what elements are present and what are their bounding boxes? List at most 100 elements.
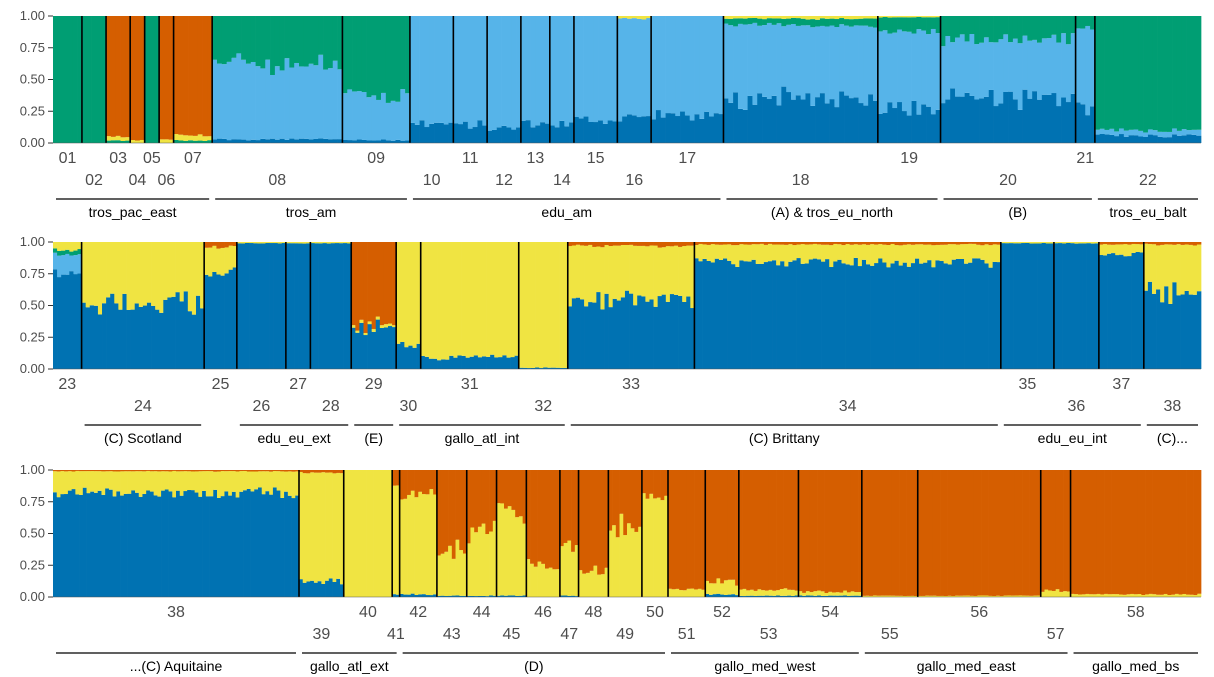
ancestry-bar-segment	[1022, 89, 1028, 143]
ancestry-bar-segment	[106, 297, 111, 369]
ancestry-bar-segment	[481, 356, 487, 369]
ancestry-bar-segment	[679, 470, 684, 591]
ancestry-bar-segment	[507, 506, 512, 596]
ancestry-bar-segment	[837, 259, 842, 369]
y-tick-label: 0.50	[20, 72, 45, 87]
ancestry-bar-segment	[477, 242, 483, 358]
ancestry-bar-segment	[1090, 106, 1096, 143]
ancestry-bar-segment	[622, 16, 628, 19]
ancestry-bar-segment	[198, 496, 203, 597]
ancestry-bar-segment	[634, 470, 639, 532]
ancestry-bar-segment	[1104, 16, 1110, 130]
ancestry-bar-segment	[712, 583, 717, 595]
ancestry-bar-segment	[502, 355, 507, 369]
ancestry-bar-segment	[1147, 242, 1153, 245]
ancestry-bar-segment	[115, 140, 121, 143]
ancestry-bar-segment	[306, 243, 311, 369]
ancestry-bar-segment	[325, 472, 330, 581]
ancestry-bar-segment	[163, 299, 168, 369]
ancestry-bar-segment	[757, 470, 762, 590]
ancestry-bar-segment	[159, 242, 164, 313]
ancestry-bar-segment	[1186, 134, 1192, 143]
ancestry-bar-segment	[627, 470, 632, 524]
ancestry-bar-segment	[135, 492, 140, 597]
ancestry-bar-segment	[633, 305, 638, 369]
ancestry-bar-segment	[328, 578, 333, 597]
ancestry-bar-segment	[935, 17, 941, 34]
ancestry-bar-segment	[105, 471, 110, 489]
ancestry-bar-segment	[440, 470, 445, 554]
ancestry-bar-segment	[665, 301, 671, 369]
ancestry-bar-segment	[548, 567, 553, 597]
ancestry-bar-segment	[716, 593, 721, 597]
ancestry-bar-segment	[897, 29, 903, 103]
ancestry-bar-segment	[125, 16, 131, 138]
ancestry-bar-segment	[757, 595, 762, 597]
ancestry-bar-segment	[739, 244, 744, 261]
population-label: 54	[821, 604, 839, 621]
ancestry-bar-segment	[865, 470, 870, 596]
ancestry-bar-segment	[597, 470, 602, 575]
ancestry-bar-segment	[173, 139, 179, 143]
ancestry-bar-segment	[1176, 135, 1183, 143]
ancestry-bar-segment	[197, 140, 203, 143]
ancestry-bar-segment	[752, 16, 758, 18]
ancestry-bar-segment	[1094, 129, 1101, 135]
ancestry-bar-segment	[1123, 16, 1129, 131]
ancestry-bar-segment	[919, 263, 924, 369]
ancestry-bar-segment	[351, 327, 356, 369]
ancestry-bar-segment	[804, 263, 810, 369]
ancestry-bar-segment	[675, 588, 680, 597]
ancestry-bar-segment	[1128, 16, 1134, 130]
ancestry-bar-segment	[433, 494, 438, 595]
ancestry-bar-segment	[886, 267, 891, 369]
ancestry-bar-segment	[146, 302, 152, 369]
ancestry-bar-segment	[470, 470, 475, 528]
ancestry-bar-segment	[936, 470, 941, 596]
ancestry-bar-segment	[310, 242, 315, 244]
ancestry-bar-segment	[1107, 244, 1112, 254]
ancestry-bar-segment	[79, 470, 84, 472]
ancestry-bar-segment	[1168, 303, 1173, 369]
ancestry-bar-segment	[549, 125, 555, 143]
ancestry-bar-segment	[198, 471, 203, 497]
ancestry-bar-segment	[751, 242, 757, 245]
ancestry-bar-segment	[422, 470, 427, 495]
ancestry-bar-segment	[1027, 16, 1033, 41]
ancestry-bar-segment	[108, 471, 113, 490]
ancestry-bar-segment	[255, 16, 261, 67]
ancestry-bar-segment	[64, 494, 69, 597]
ancestry-bar-segment	[771, 18, 777, 25]
ancestry-bar-segment	[559, 595, 564, 597]
ancestry-bar-segment	[375, 316, 381, 320]
ancestry-bar-segment	[239, 491, 244, 597]
ancestry-bar-segment	[694, 258, 699, 369]
ancestry-bar-segment	[277, 242, 283, 244]
ancestry-bar-segment	[858, 16, 864, 19]
ancestry-bar-segment	[828, 595, 833, 597]
ancestry-bar-segment	[1143, 16, 1149, 133]
ancestry-bar-segment	[1012, 38, 1019, 100]
ancestry-bar-segment	[93, 305, 99, 369]
ancestry-bar-segment	[569, 122, 575, 143]
ancestry-bar-segment	[125, 140, 131, 143]
ancestry-bar-segment	[429, 595, 434, 597]
ancestry-bar-segment	[108, 489, 113, 597]
ancestry-bar-segment	[343, 470, 348, 597]
ancestry-bar-segment	[115, 16, 121, 136]
ancestry-bar-segment	[216, 274, 221, 369]
ancestry-bar-segment	[752, 22, 758, 105]
ancestry-bar-segment	[921, 470, 926, 596]
ancestry-bar-segment	[155, 309, 160, 369]
ancestry-bar-segment	[1147, 134, 1154, 143]
ancestry-bar-segment	[363, 242, 368, 333]
ancestry-bar-segment	[804, 244, 810, 264]
ancestry-bar-segment	[951, 259, 957, 369]
ancestry-bar-segment	[943, 263, 949, 369]
ancestry-bar-segment	[762, 19, 768, 26]
ancestry-bar-segment	[981, 470, 986, 596]
ancestry-bar-segment	[376, 16, 382, 100]
ancestry-bar-segment	[375, 242, 381, 317]
ancestry-bar-segment	[289, 16, 295, 68]
ancestry-bar-segment	[910, 263, 916, 369]
